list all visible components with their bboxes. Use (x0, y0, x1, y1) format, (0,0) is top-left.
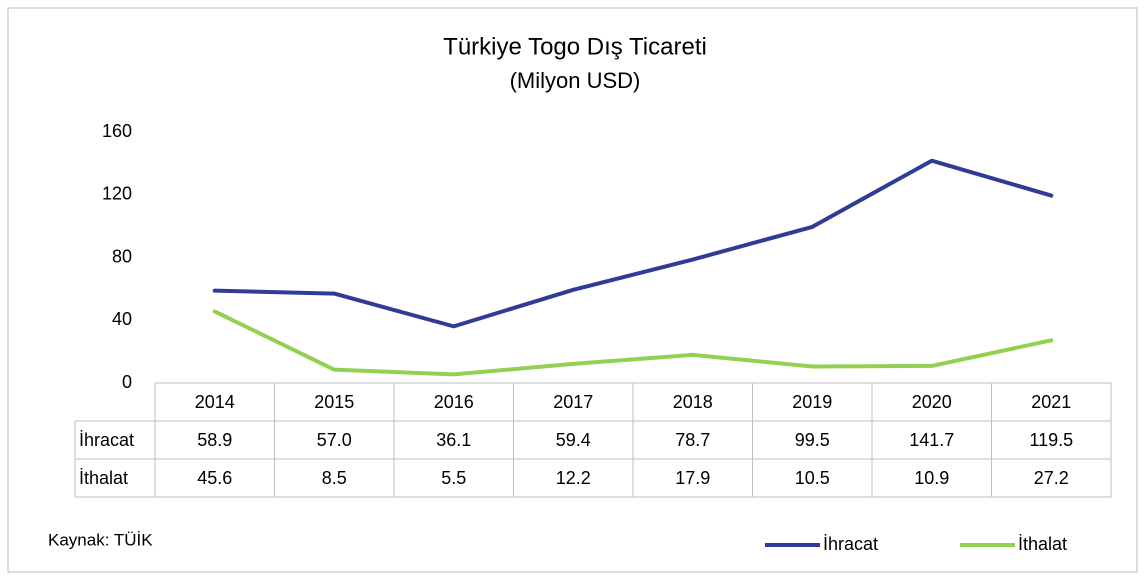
y-tick-label: 120 (102, 184, 132, 204)
x-tick-label: 2021 (1031, 392, 1071, 412)
table-value: 99.5 (795, 430, 830, 450)
chart-subtitle: (Milyon USD) (510, 68, 641, 93)
table-value: 10.9 (914, 468, 949, 488)
table-value: 45.6 (197, 468, 232, 488)
x-tick-label: 2016 (434, 392, 474, 412)
x-tick-label: 2015 (314, 392, 354, 412)
table-value: 17.9 (675, 468, 710, 488)
table-value: 78.7 (675, 430, 710, 450)
table-value: 58.9 (197, 430, 232, 450)
table-value: 8.5 (322, 468, 347, 488)
table-value: 36.1 (436, 430, 471, 450)
table-value: 27.2 (1034, 468, 1069, 488)
x-tick-label: 2019 (792, 392, 832, 412)
table-value: 141.7 (909, 430, 954, 450)
legend-label: İhracat (823, 534, 878, 554)
x-tick-label: 2018 (673, 392, 713, 412)
y-tick-label: 160 (102, 121, 132, 141)
table-value: 57.0 (317, 430, 352, 450)
table-value: 5.5 (441, 468, 466, 488)
x-tick-label: 2020 (912, 392, 952, 412)
data-line (212, 158, 1054, 329)
y-tick-label: 80 (112, 246, 132, 266)
x-tick-label: 2014 (195, 392, 235, 412)
data-line (212, 309, 1054, 377)
x-tick-label: 2017 (553, 392, 593, 412)
table-value: 59.4 (556, 430, 591, 450)
table-value: 119.5 (1029, 430, 1073, 450)
legend-label: İthalat (1018, 534, 1067, 554)
table-row-label: İhracat (79, 430, 134, 450)
table-row-label: İthalat (79, 468, 128, 488)
y-tick-label: 40 (112, 309, 132, 329)
source-note: Kaynak: TÜİK (48, 530, 153, 549)
table-value: 12.2 (556, 468, 591, 488)
y-tick-label: 0 (122, 372, 132, 392)
table-value: 10.5 (795, 468, 830, 488)
chart-title: Türkiye Togo Dış Ticareti (443, 33, 707, 60)
